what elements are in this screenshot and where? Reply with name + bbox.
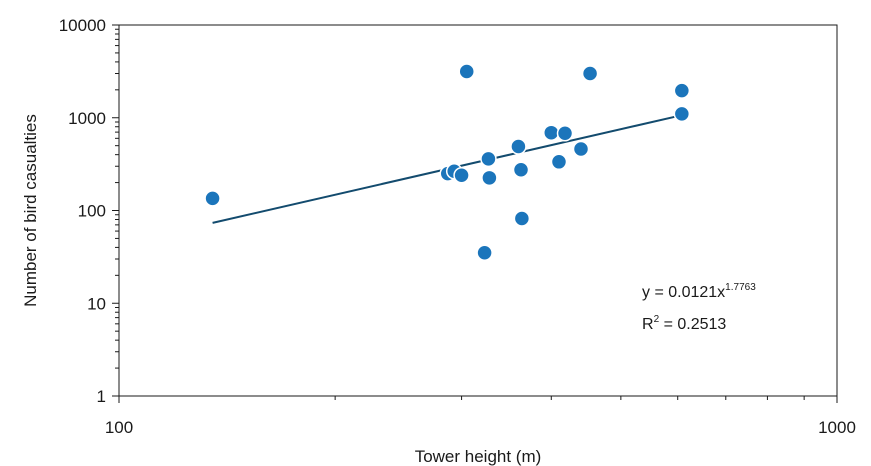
- data-point: [556, 125, 574, 142]
- r-squared-label: R: [642, 316, 654, 333]
- data-point: [543, 124, 560, 141]
- data-point: [550, 153, 568, 171]
- r-squared-value: = 0.2513: [659, 316, 726, 333]
- y-tick-label: 10000: [59, 16, 106, 35]
- data-point: [480, 150, 497, 168]
- data-point: [512, 161, 530, 179]
- y-tick-label: 100: [78, 202, 106, 221]
- data-point: [513, 210, 531, 227]
- equation-exponent: 1.7763: [725, 282, 756, 293]
- data-point: [458, 63, 475, 80]
- x-tick-label: 100: [105, 418, 133, 437]
- y-tick-label: 10: [87, 294, 106, 313]
- plot-frame: [118, 24, 838, 397]
- equation-annotation: y = 0.0121x1.7763 R2 = 0.2513: [642, 282, 756, 333]
- y-axis-title: Number of bird casualties: [21, 114, 40, 307]
- r-squared-sup: 2: [654, 314, 660, 325]
- data-point: [510, 138, 527, 155]
- ticks: [112, 24, 838, 403]
- data-point: [476, 244, 493, 262]
- data-point: [581, 65, 599, 82]
- data-point: [481, 169, 498, 187]
- y-tick-label: 1: [97, 387, 106, 406]
- data-point: [204, 190, 221, 207]
- data-point: [572, 140, 590, 158]
- data-point: [673, 82, 691, 99]
- y-tick-label: 1000: [68, 109, 106, 128]
- equation-text: y = 0.0121x1.7763: [642, 282, 756, 301]
- data-point: [673, 105, 691, 123]
- axes: [118, 24, 838, 397]
- tick-labels: 1 10 100 1000 10000 100 1000: [59, 16, 856, 437]
- data-point: [453, 166, 470, 184]
- x-tick-label: 1000: [818, 418, 856, 437]
- r-squared-text: R2 = 0.2513: [642, 314, 726, 333]
- equation-base: y = 0.0121x: [642, 284, 725, 301]
- x-axis-title: Tower height (m): [415, 447, 542, 466]
- data-points: [204, 63, 691, 262]
